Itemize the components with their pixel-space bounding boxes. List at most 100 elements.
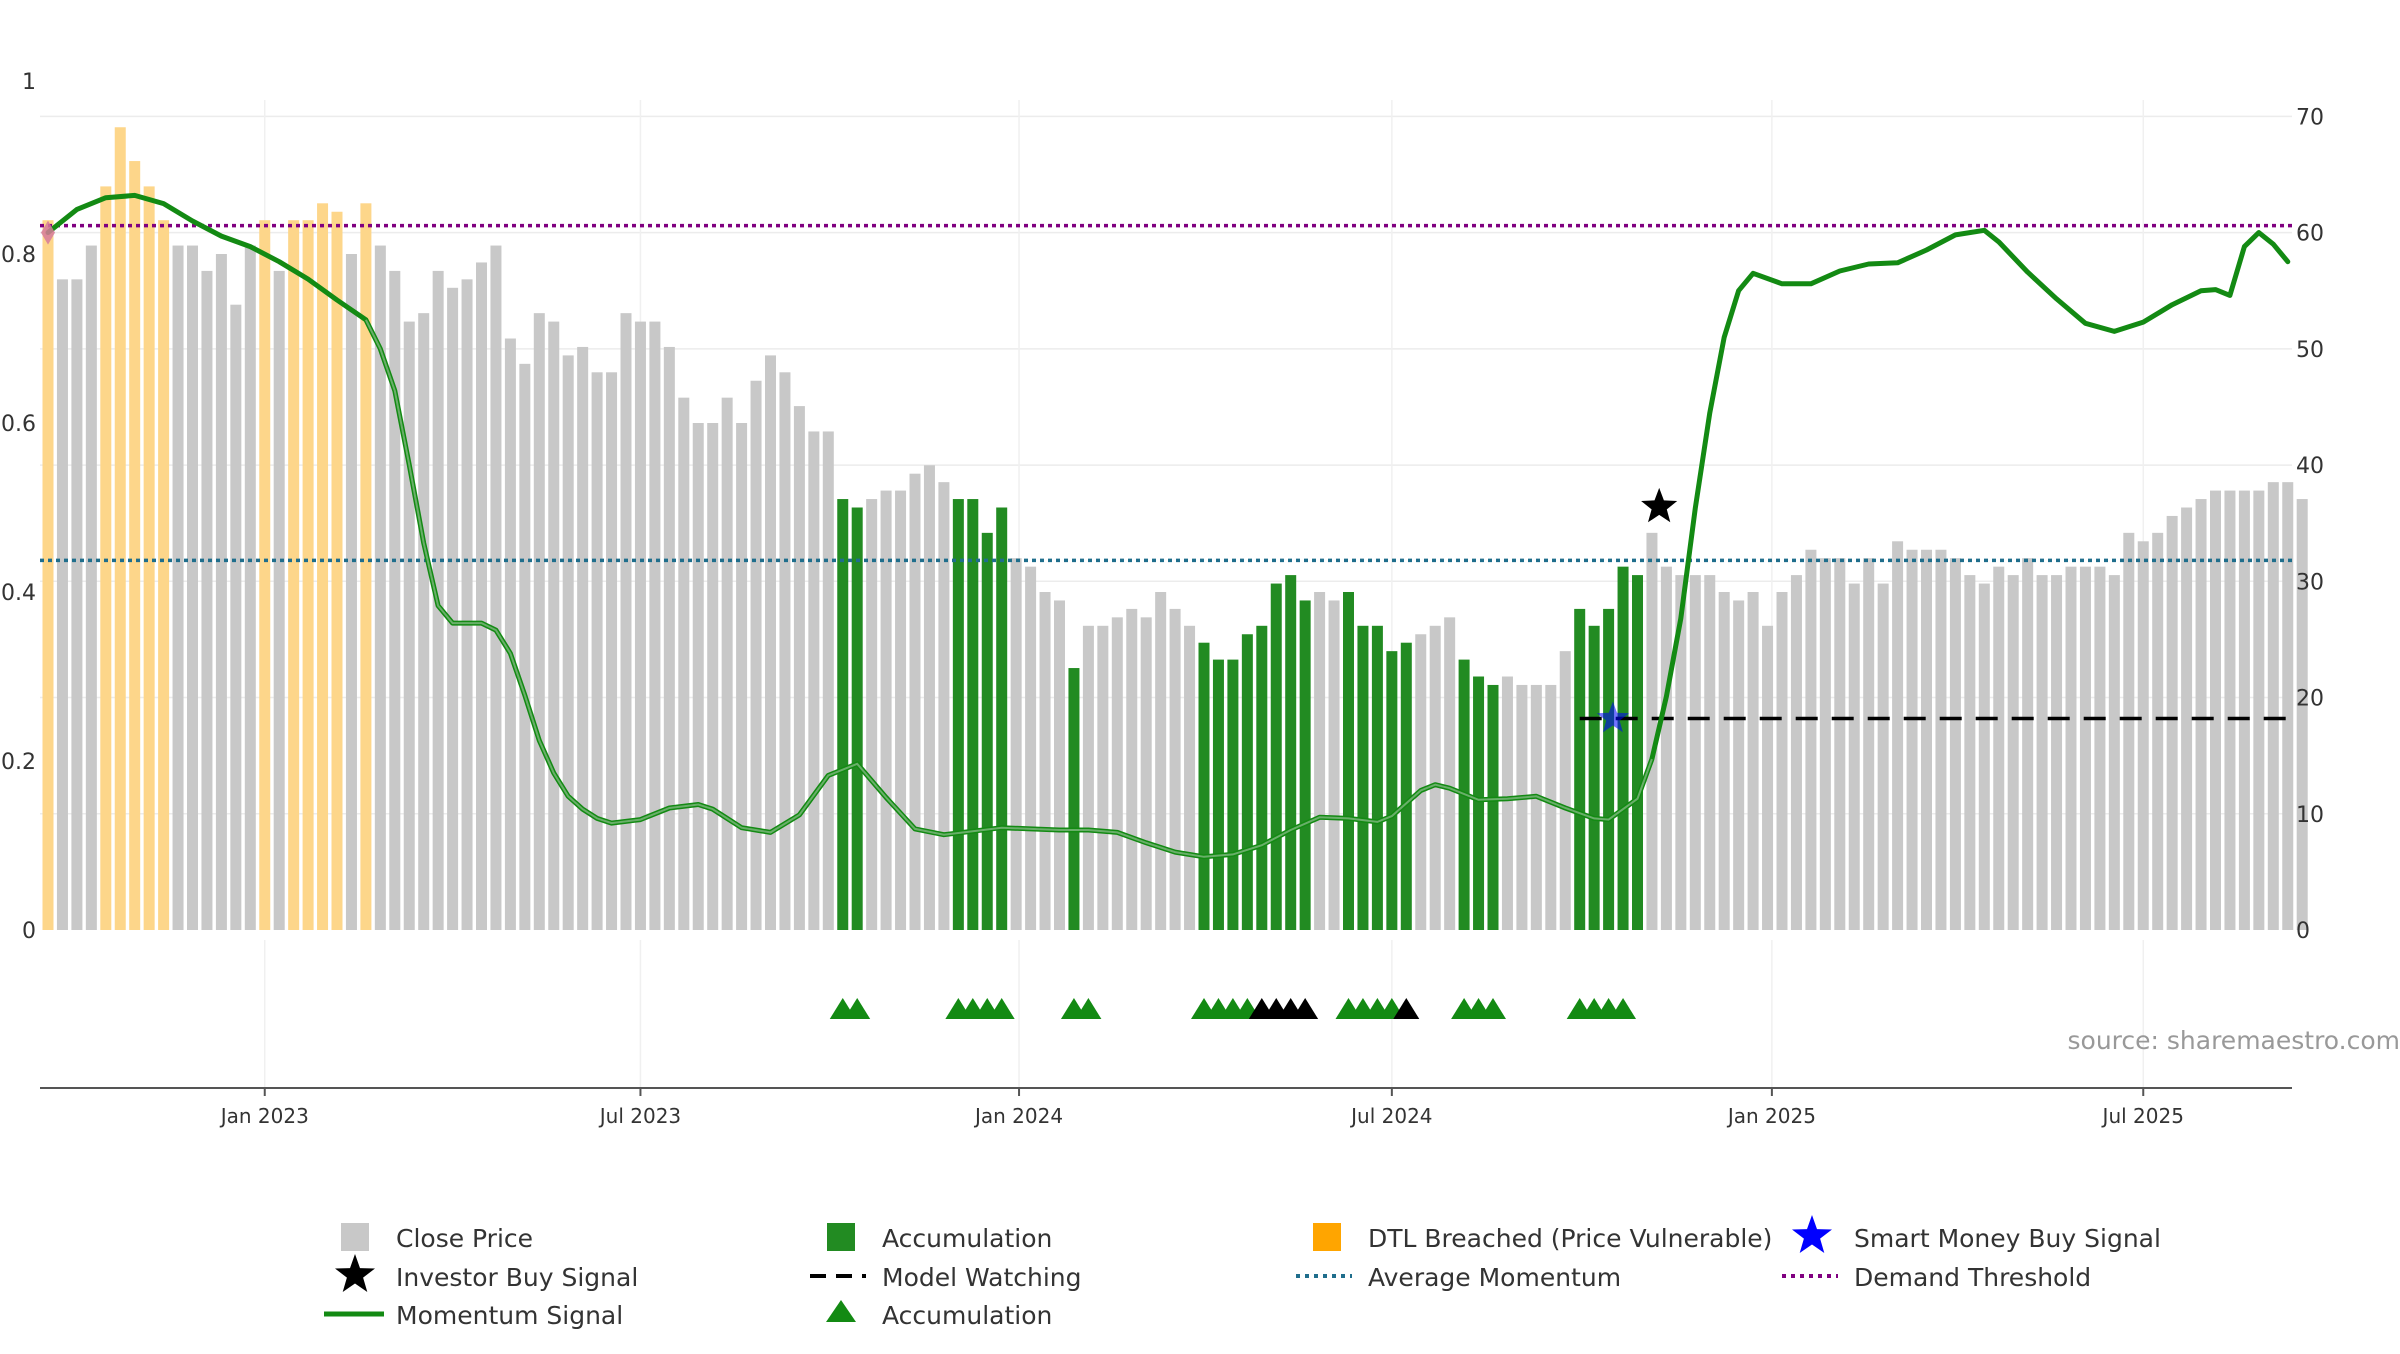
- close-price-bar: [1921, 550, 1932, 930]
- close-price-bar: [693, 423, 704, 930]
- close-price-bar: [404, 322, 415, 930]
- close-price-bar: [2297, 499, 2308, 930]
- close-price-bar: [592, 372, 603, 930]
- close-price-bar: [2109, 575, 2120, 930]
- close-price-bar: [1849, 584, 1860, 930]
- close-price-bar: [1979, 584, 1990, 930]
- date-tick-label: Jul 2024: [1349, 1104, 1432, 1128]
- close-price-bar: [534, 313, 545, 930]
- legend-accumulation-bar-label: Accumulation: [882, 1224, 1052, 1253]
- close-price-bar: [1863, 558, 1874, 930]
- close-price-bar: [86, 246, 97, 930]
- source-note: source: sharemaestro.com: [2068, 1026, 2400, 1055]
- close-price-bar: [866, 499, 877, 930]
- right-tick-label: 50: [2296, 338, 2324, 363]
- legend: Close Price Accumulation DTL Breached (P…: [324, 1215, 2161, 1330]
- accumulation-bar: [1285, 575, 1296, 930]
- close-price-bar: [418, 313, 429, 930]
- close-price-bar: [1097, 626, 1108, 930]
- accumulation-bar: [982, 533, 993, 930]
- accumulation-bar: [1473, 677, 1484, 931]
- accumulation-bar: [1401, 643, 1412, 930]
- legend-investor-buy-label: Investor Buy Signal: [396, 1263, 638, 1292]
- close-price-bar: [1560, 651, 1571, 930]
- close-price-bar: [2022, 558, 2033, 930]
- close-price-bar: [1040, 592, 1051, 930]
- close-price-bar: [476, 262, 487, 930]
- close-price-bar: [1791, 575, 1802, 930]
- legend-close-price-swatch: [341, 1223, 369, 1251]
- legend-accumulation-bar-swatch: [827, 1223, 855, 1251]
- close-price-bar: [230, 305, 241, 930]
- close-price-bar: [2239, 491, 2250, 930]
- left-tick-label: 0: [22, 919, 36, 944]
- legend-dtl-breached-swatch: [1313, 1223, 1341, 1251]
- accumulation-bar: [1199, 643, 1210, 930]
- accumulation-markers: [830, 998, 1636, 1019]
- accumulation-bar: [1632, 575, 1643, 930]
- dtl-breached-bar: [332, 212, 343, 930]
- close-price-bar: [2282, 482, 2293, 930]
- accumulation-bar: [837, 499, 848, 930]
- accumulation-bar: [1227, 660, 1238, 930]
- dtl-breached-bar: [360, 203, 371, 930]
- close-price-bar: [1155, 592, 1166, 930]
- close-price-bar: [1531, 685, 1542, 930]
- accumulation-bar: [1300, 600, 1311, 930]
- close-price-bar: [635, 322, 646, 930]
- right-tick-label: 40: [2296, 454, 2324, 479]
- accumulation-bar: [1372, 626, 1383, 930]
- accumulation-bar: [996, 508, 1007, 931]
- accumulation-bar: [1603, 609, 1614, 930]
- left-tick-label: 0.6: [1, 412, 36, 437]
- close-price-bar: [1834, 558, 1845, 930]
- close-price-bar: [519, 364, 530, 930]
- accumulation-bar: [1256, 626, 1267, 930]
- close-price-bar: [1126, 609, 1137, 930]
- close-price-bar: [2066, 567, 2077, 930]
- close-price-bar: [1719, 592, 1730, 930]
- close-price-bar: [2037, 575, 2048, 930]
- close-price-bar: [1415, 634, 1426, 930]
- close-price-bar: [577, 347, 588, 930]
- close-price-bar: [1993, 567, 2004, 930]
- close-price-bar: [57, 279, 68, 930]
- close-price-bar: [1777, 592, 1788, 930]
- close-price-bar: [1805, 550, 1816, 930]
- legend-dtl-breached-label: DTL Breached (Price Vulnerable): [1368, 1224, 1772, 1253]
- accumulation-bar: [967, 499, 978, 930]
- accumulation-bar: [1357, 626, 1368, 930]
- close-price-bar: [505, 339, 516, 931]
- close-price-bar: [823, 431, 834, 930]
- close-price-bar: [779, 372, 790, 930]
- close-price-bar: [216, 254, 227, 930]
- close-price-bar: [2051, 575, 2062, 930]
- close-price-bar: [173, 246, 184, 930]
- dtl-breached-bar: [317, 203, 328, 930]
- close-price-bar: [346, 254, 357, 930]
- close-price-bar: [621, 313, 632, 930]
- legend-demand-threshold-label: Demand Threshold: [1854, 1263, 2091, 1292]
- close-price-bar: [563, 355, 574, 930]
- close-price-bar: [2094, 567, 2105, 930]
- accumulation-bar: [1068, 668, 1079, 930]
- close-price-bar: [2210, 491, 2221, 930]
- legend-average-momentum-label: Average Momentum: [1368, 1263, 1621, 1292]
- left-axis-ticks: 00.20.40.60.81: [1, 70, 36, 944]
- accumulation-bar: [953, 499, 964, 930]
- close-price-bar: [274, 271, 285, 930]
- close-price-bar: [1892, 541, 1903, 930]
- close-price-bar: [1025, 567, 1036, 930]
- legend-accumulation-triangle-icon: [826, 1300, 856, 1322]
- investor-buy-signal-star: [1641, 488, 1677, 522]
- close-price-bar: [71, 279, 82, 930]
- close-price-bar: [1545, 685, 1556, 930]
- close-price-bar: [1762, 626, 1773, 930]
- accumulation-bar: [1242, 634, 1253, 930]
- close-price-bar: [1011, 558, 1022, 930]
- legend-smart-money-star-icon: [1792, 1215, 1832, 1253]
- close-price-bar: [2268, 482, 2279, 930]
- left-tick-label: 0.2: [1, 750, 36, 775]
